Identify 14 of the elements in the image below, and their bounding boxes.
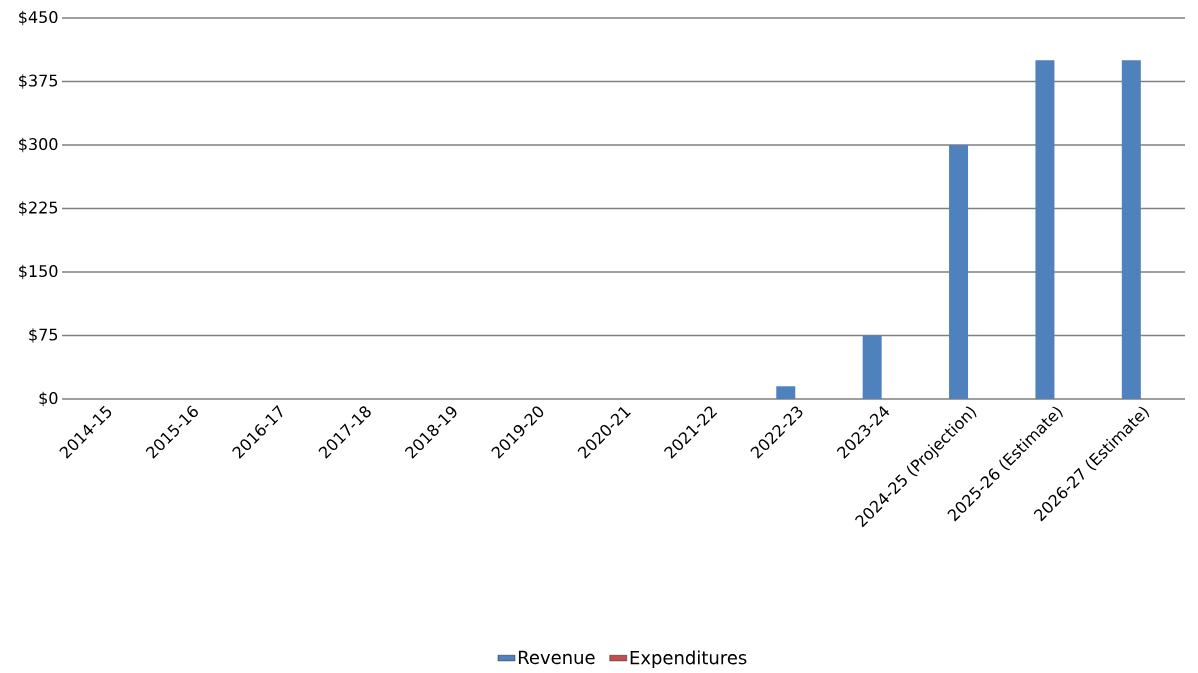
y-tick-label: $0 (39, 391, 58, 407)
bar (1121, 60, 1141, 399)
y-tick-label: $150 (19, 264, 58, 280)
y-tick-label: $300 (19, 137, 58, 153)
y-tick-label: $75 (29, 328, 58, 343)
bar (1035, 60, 1055, 399)
legend-label: Expenditures (630, 650, 747, 668)
y-tick-label: $375 (19, 74, 58, 89)
bar (776, 386, 796, 399)
bar (862, 335, 882, 399)
y-tick-label: $225 (19, 201, 58, 216)
legend-label: Revenue (518, 650, 595, 665)
bar (949, 144, 969, 399)
y-tick-label: $450 (19, 10, 58, 26)
